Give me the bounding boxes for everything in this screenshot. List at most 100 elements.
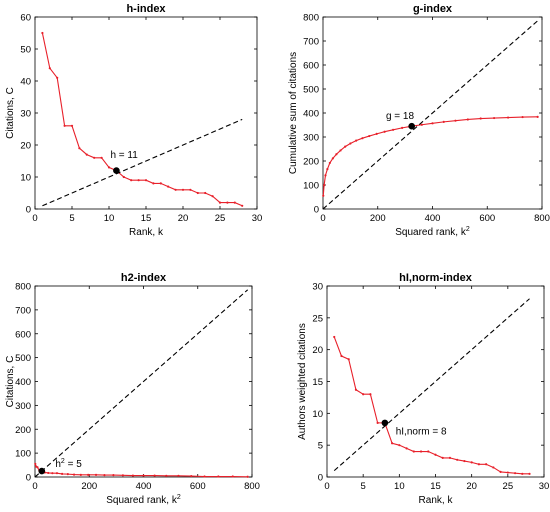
citation-point xyxy=(477,463,480,466)
citation-point xyxy=(434,453,437,456)
citation-point xyxy=(322,184,326,187)
citation-point xyxy=(48,67,51,70)
reference-line xyxy=(34,289,249,478)
x-axis-label: Rank, k xyxy=(129,227,164,238)
citation-point xyxy=(368,134,371,138)
citation-point xyxy=(233,201,236,204)
citation-point xyxy=(354,388,358,391)
citation-point xyxy=(174,188,177,191)
y-tick-label: 600 xyxy=(303,61,319,72)
citation-point xyxy=(485,463,488,466)
chart-title: hI,norm-index xyxy=(399,272,473,284)
citation-point xyxy=(246,475,249,478)
citation-point xyxy=(211,195,214,198)
citation-series-line xyxy=(41,32,243,207)
citation-point xyxy=(528,472,531,475)
citation-point xyxy=(391,442,394,445)
y-tick-label: 0 xyxy=(26,205,31,216)
citation-point xyxy=(521,472,524,475)
x-axis-label-text: Squared rank, k xyxy=(106,495,178,506)
y-tick-label: 30 xyxy=(20,109,31,120)
citation-point xyxy=(55,472,59,475)
x-axis-label: Rank, k xyxy=(419,495,454,506)
x-tick-label: 800 xyxy=(534,213,550,224)
citation-point xyxy=(427,450,430,453)
citation-point xyxy=(479,117,482,120)
citation-point xyxy=(103,473,106,477)
citation-point xyxy=(177,474,180,477)
citation-point xyxy=(405,447,408,450)
citation-point xyxy=(152,182,155,185)
citation-series-line xyxy=(322,116,538,196)
citation-point xyxy=(347,358,350,361)
y-tick-label: 50 xyxy=(20,45,31,56)
x-tick-label: 600 xyxy=(190,481,206,492)
y-tick-label: 5 xyxy=(318,441,323,452)
citation-point xyxy=(61,472,64,475)
citation-point xyxy=(94,473,98,476)
y-tick-label: 40 xyxy=(20,77,31,88)
citation-point xyxy=(87,473,90,476)
chart-title: h2-index xyxy=(121,272,167,284)
citation-point xyxy=(121,474,124,477)
citation-point xyxy=(492,466,495,469)
citation-point xyxy=(153,474,156,477)
citation-point xyxy=(383,130,386,133)
citation-point xyxy=(189,188,192,191)
y-tick-label: 300 xyxy=(303,133,319,144)
intersection-marker xyxy=(381,419,389,427)
citation-point xyxy=(412,450,415,453)
citation-point xyxy=(322,194,325,197)
y-tick-label: 60 xyxy=(20,13,31,24)
x-tick-label: 30 xyxy=(539,481,550,492)
citation-point xyxy=(339,149,342,152)
citation-point xyxy=(142,474,145,477)
y-tick-label: 700 xyxy=(303,37,319,48)
citation-point xyxy=(190,474,193,478)
y-tick-label: 20 xyxy=(312,345,323,356)
citation-point xyxy=(355,139,358,142)
citation-point xyxy=(506,471,509,474)
citation-point xyxy=(456,458,459,461)
citation-point xyxy=(167,185,170,188)
y-tick-label: 500 xyxy=(15,353,31,364)
citation-point xyxy=(328,161,331,165)
citation-point xyxy=(226,201,229,204)
citation-point xyxy=(85,153,88,156)
x-tick-label: 800 xyxy=(244,481,260,492)
x-tick-label: 400 xyxy=(425,213,441,224)
panel-3: 0 200 400 600 8000100200300400500600700800h2… xyxy=(5,272,260,506)
x-tick-label: 600 xyxy=(479,213,495,224)
annotation-suffix: = 5 xyxy=(65,459,82,470)
intersection-marker xyxy=(38,467,46,475)
y-axis-label: Authors weighted citations xyxy=(297,323,308,440)
citation-point xyxy=(47,471,50,475)
citation-point xyxy=(431,122,434,125)
panel-4: 0 5 10 15 20 25 30 0 5 10 15 20 25 30 hI,norm-index Ran… xyxy=(297,272,549,506)
y-tick-label: 100 xyxy=(15,449,31,460)
citation-point xyxy=(181,188,185,191)
x-tick-label: 15 xyxy=(141,213,152,224)
citation-point xyxy=(463,459,466,463)
y-axis-label: Citations, C xyxy=(5,356,16,408)
citation-point xyxy=(344,145,347,148)
citation-point xyxy=(513,472,517,475)
x-axis-label-superscript: 2 xyxy=(177,494,181,501)
intersection-marker xyxy=(408,122,415,130)
citation-point xyxy=(36,466,39,469)
citation-point xyxy=(324,174,327,177)
y-tick-label: 500 xyxy=(303,85,319,96)
plot-area xyxy=(34,16,258,210)
y-tick-label: 700 xyxy=(15,305,31,316)
citation-point xyxy=(466,118,469,121)
y-tick-label: 800 xyxy=(15,282,31,293)
citation-point xyxy=(499,470,502,474)
y-tick-label: 25 xyxy=(312,313,323,324)
x-tick-label: 20 xyxy=(466,481,477,492)
x-axis-label: Squared rank, k2 xyxy=(395,226,470,238)
y-axis-label: Cumulative sum of citations xyxy=(288,52,299,174)
citation-point xyxy=(70,124,74,127)
citation-point xyxy=(204,191,207,195)
x-tick-label: 5 xyxy=(361,481,366,492)
